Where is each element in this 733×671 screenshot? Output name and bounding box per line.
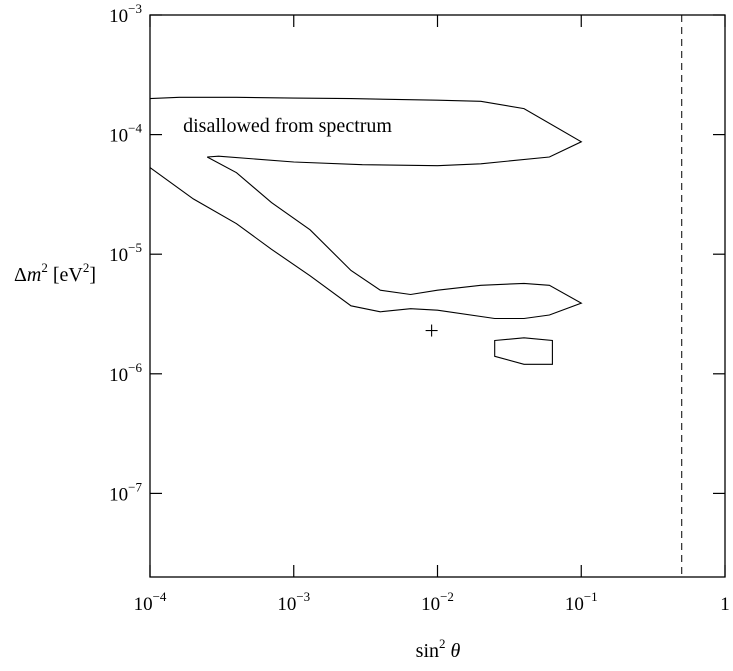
x-tick-label-base: 10 (421, 594, 440, 615)
contour-series-2 (149, 156, 583, 320)
contour-series-3 (494, 337, 553, 365)
y-tick-label-exponent: −4 (128, 121, 142, 136)
contour-series-1 (149, 96, 583, 167)
y-axis-label-unit-close: ] (89, 264, 96, 286)
y-tick-label-exponent: −6 (128, 360, 142, 375)
x-tick-label: 10−1 (565, 589, 598, 615)
y-tick-label-exponent: −7 (128, 479, 142, 494)
y-tick-label: 10−7 (109, 479, 142, 505)
x-tick-label-exponent: −2 (440, 589, 454, 604)
y-tick-label-base: 10 (109, 6, 128, 27)
x-axis-label-prefix: sin (416, 640, 439, 662)
annotation-disallowed: disallowed from spectrum (183, 115, 392, 137)
y-axis-label-sup: 2 (41, 260, 48, 275)
y-tick-label-base: 10 (109, 484, 128, 505)
x-tick-label: 10−4 (134, 589, 167, 615)
y-tick-label-exponent: −5 (128, 240, 142, 255)
y-axis-label-unit-sup: 2 (83, 260, 90, 275)
plus-marker (425, 324, 438, 337)
y-axis-label-prefix: Δ (14, 264, 27, 286)
x-tick-label: 1 (720, 594, 730, 615)
x-tick-label: 10−2 (421, 589, 454, 615)
y-tick-label: 10−4 (109, 121, 142, 147)
x-tick-label-base: 10 (134, 594, 153, 615)
x-tick-label-exponent: −1 (584, 589, 598, 604)
y-tick-label: 10−6 (109, 360, 142, 386)
y-axis-label: Δm2 [eV2] (14, 260, 96, 286)
x-tick-label-base: 10 (565, 594, 584, 615)
x-tick-label-exponent: −3 (296, 589, 310, 604)
x-tick-label-exponent: −4 (153, 589, 167, 604)
x-tick-label: 10−3 (277, 589, 310, 615)
y-tick-label: 10−5 (109, 240, 142, 266)
x-tick-label-base: 10 (277, 594, 296, 615)
x-axis-label-sup: 2 (439, 636, 446, 651)
y-tick-label-exponent: −3 (128, 1, 142, 16)
y-axis-label-var: m (27, 264, 41, 286)
y-tick-label-base: 10 (109, 245, 128, 266)
plot-frame (149, 14, 726, 578)
y-axis-label-unit-open: [eV (48, 264, 84, 286)
tick-group: 10−4 10−3 10−2 10−1 110−310−410−510−610−7 (109, 1, 730, 615)
x-axis-label-var: θ (451, 640, 461, 662)
plot-frame-group (149, 14, 726, 578)
x-tick-label-base: 1 (720, 594, 730, 615)
x-axis-label: sin2 θ (416, 636, 461, 662)
y-tick-label-base: 10 (109, 126, 128, 147)
y-tick-label-base: 10 (109, 365, 128, 386)
y-tick-label: 10−3 (109, 1, 142, 27)
contour-group (149, 96, 583, 365)
